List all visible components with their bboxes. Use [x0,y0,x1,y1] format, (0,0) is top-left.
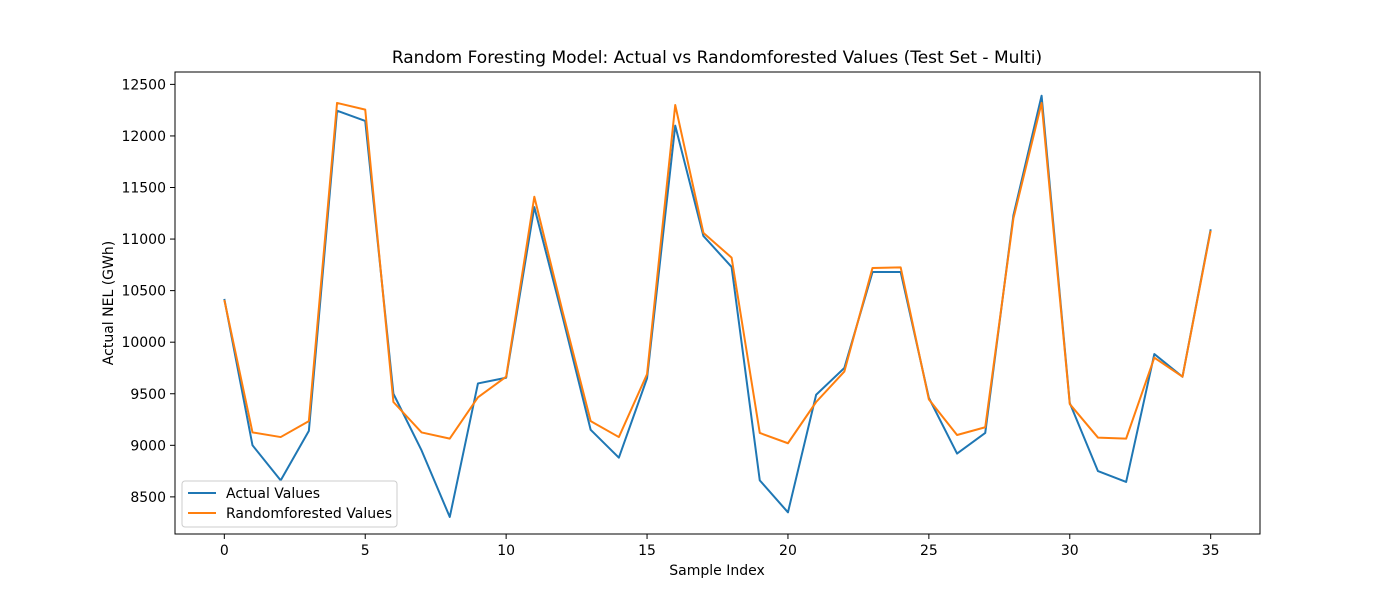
x-tick-label: 15 [638,543,656,559]
legend-box [181,480,398,528]
x-tick-label: 20 [779,543,797,559]
legend: Actual Values Randomforested Values [181,480,398,528]
y-axis-label: Actual NEL (GWh) [101,241,117,365]
series-line-randomforested [223,101,1212,445]
y-axis-ticks: 8500 9000 9500 10000 10500 11000 11500 12000 125… [121,77,175,506]
x-tick-label: 35 [1202,543,1220,559]
x-axis-label: Sample Index [669,563,764,579]
y-tick-label: 10500 [121,284,166,300]
legend-label: Actual Values [226,486,320,502]
y-tick-label: 10000 [121,335,166,351]
x-tick-label: 30 [1061,543,1079,559]
plot-frame [174,71,1261,535]
x-tick-label: 5 [361,543,370,559]
y-tick-label: 12500 [121,77,166,93]
chart-title: Random Foresting Model: Actual vs Random… [392,48,1042,68]
y-tick-label: 9500 [130,387,166,403]
y-tick-label: 11500 [121,181,166,197]
legend-label: Randomforested Values [226,506,392,522]
x-tick-label: 10 [497,543,515,559]
y-tick-label: 8500 [130,490,166,506]
series-line-actual [223,94,1212,518]
x-tick-label: 25 [920,543,938,559]
y-tick-label: 9000 [130,438,166,454]
x-tick-label: 0 [220,543,229,559]
y-tick-label: 11000 [121,232,166,248]
x-axis-ticks: 0 5 10 15 20 25 30 35 [220,534,1220,559]
y-tick-label: 12000 [121,129,166,145]
series-lines [223,94,1212,518]
